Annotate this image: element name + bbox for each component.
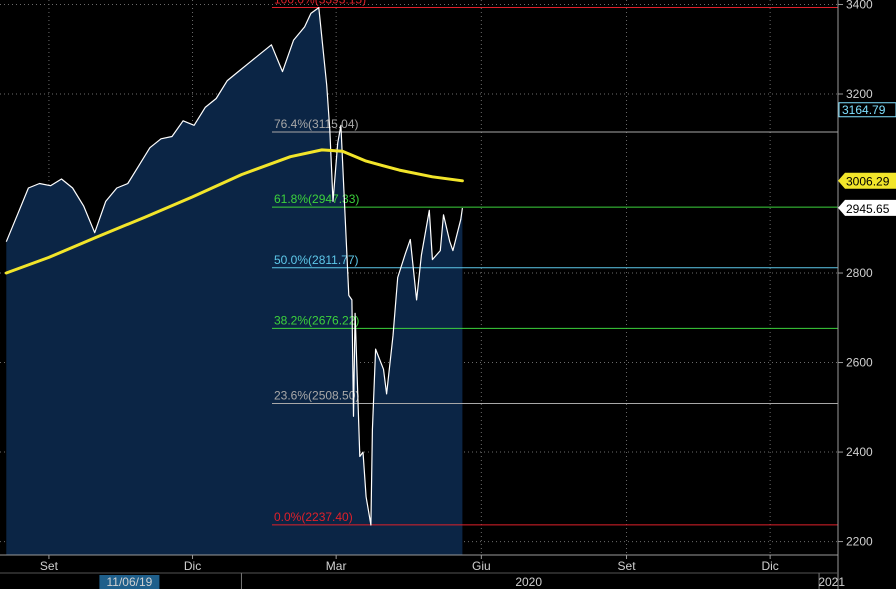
price-tag-box [838,199,896,216]
price-tag-label: 3164.79 [842,103,886,117]
y-tick-label: 3400 [846,0,873,11]
fib-level-label: 23.6%(2508.50) [274,388,359,402]
x-tick-label: Dic [761,559,778,573]
x-tick-label: Dic [184,559,201,573]
fibonacci-levels: 100.0%(3393.15) 76.4%(3115.04) 61.8%(2947.… [272,0,838,526]
year-label: 11/06/19 [106,575,152,589]
y-tick-label: 2400 [846,445,873,459]
price-tag-label: 3006.29 [846,175,890,189]
date-cursor-badge [99,575,160,589]
price-tag-box [838,172,896,189]
fib-level-label: 50.0%(2811.77) [274,253,359,267]
price-line [5,7,463,526]
fib-level-label: 61.8%(2947.33) [274,192,359,206]
price-area-layer [6,7,463,556]
moving-average-line [4,148,464,275]
fib-level-label: 100.0%(3393.15) [274,0,366,7]
grid [0,0,838,555]
price-tag-box [838,102,896,118]
axes: 3400 3200 2800 2600 2400 2200 Set Dic Mar Giu Set D… [0,0,873,589]
x-tick-label: Set [618,559,637,573]
x-tick-label: Giu [472,559,491,573]
price-tag-label: 2945.65 [846,202,890,216]
fib-level-label: 38.2%(2676.22) [274,313,359,327]
series-lines [4,7,464,526]
fib-level-label: 0.0%(2237.40) [274,510,353,524]
year-label: 2021 [818,575,845,589]
x-tick-label: Set [40,559,59,573]
price-area [6,7,463,556]
y-tick-label: 2800 [846,266,873,280]
y-tick-label: 2600 [846,356,873,370]
year-label: 2020 [515,575,542,589]
x-tick-label: Mar [326,559,347,573]
y-tick-label: 3200 [846,87,873,101]
y-tick-label: 2200 [846,535,873,549]
fib-level-label: 76.4%(3115.04) [274,117,359,131]
price-tags: 3164.79 3006.29 2945.65 [838,102,896,216]
